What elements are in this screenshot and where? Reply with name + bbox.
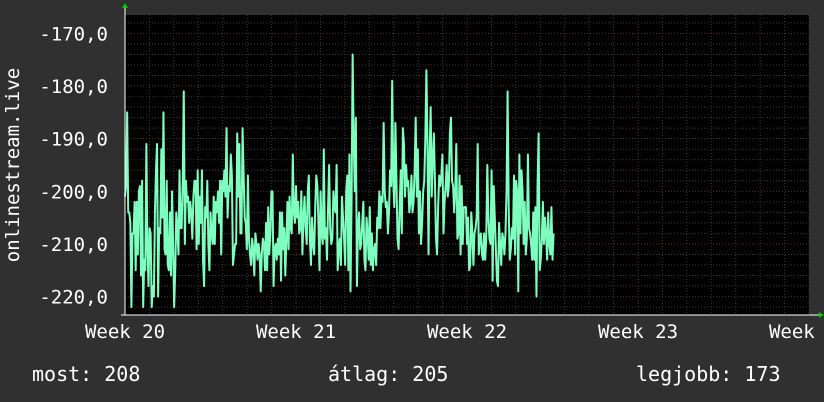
series-line-0 (124, 53, 555, 309)
x-tick-label: Week 20 (85, 321, 165, 343)
x-axis-arrow (819, 312, 824, 318)
stat-average: átlag: 205 (328, 362, 449, 386)
stat-best: legjobb: 173 (636, 362, 781, 386)
x-tick-label: Week 23 (598, 321, 678, 343)
x-tick-label: Week 22 (427, 321, 507, 343)
y-tick-label: -220,0 (39, 287, 108, 309)
y-tick-label: -180,0 (39, 76, 108, 98)
y-axis-arrow (122, 3, 128, 8)
x-tick-labels: Week 20 Week 21 Week 22 Week 23 Week 24 (85, 321, 824, 343)
x-tick-label: Week 21 (256, 321, 336, 343)
y-tick-labels: -170,0 -180,0 -190,0 -200,0 -210,0 -220,0 (39, 23, 108, 308)
series-layer (124, 53, 555, 309)
y-tick-label: -170,0 (39, 23, 108, 45)
stats-bar: most: 208 átlag: 205 legjobb: 173 (0, 362, 824, 388)
y-axis-title: onlinestream.live (2, 68, 24, 262)
axis-layer (121, 3, 824, 318)
x-tick-label: Week 24 (769, 321, 824, 343)
y-tick-label: -190,0 (39, 129, 108, 151)
stat-current: most: 208 (32, 362, 141, 386)
y-tick-label: -200,0 (39, 181, 108, 203)
y-tick-label: -210,0 (39, 234, 108, 256)
